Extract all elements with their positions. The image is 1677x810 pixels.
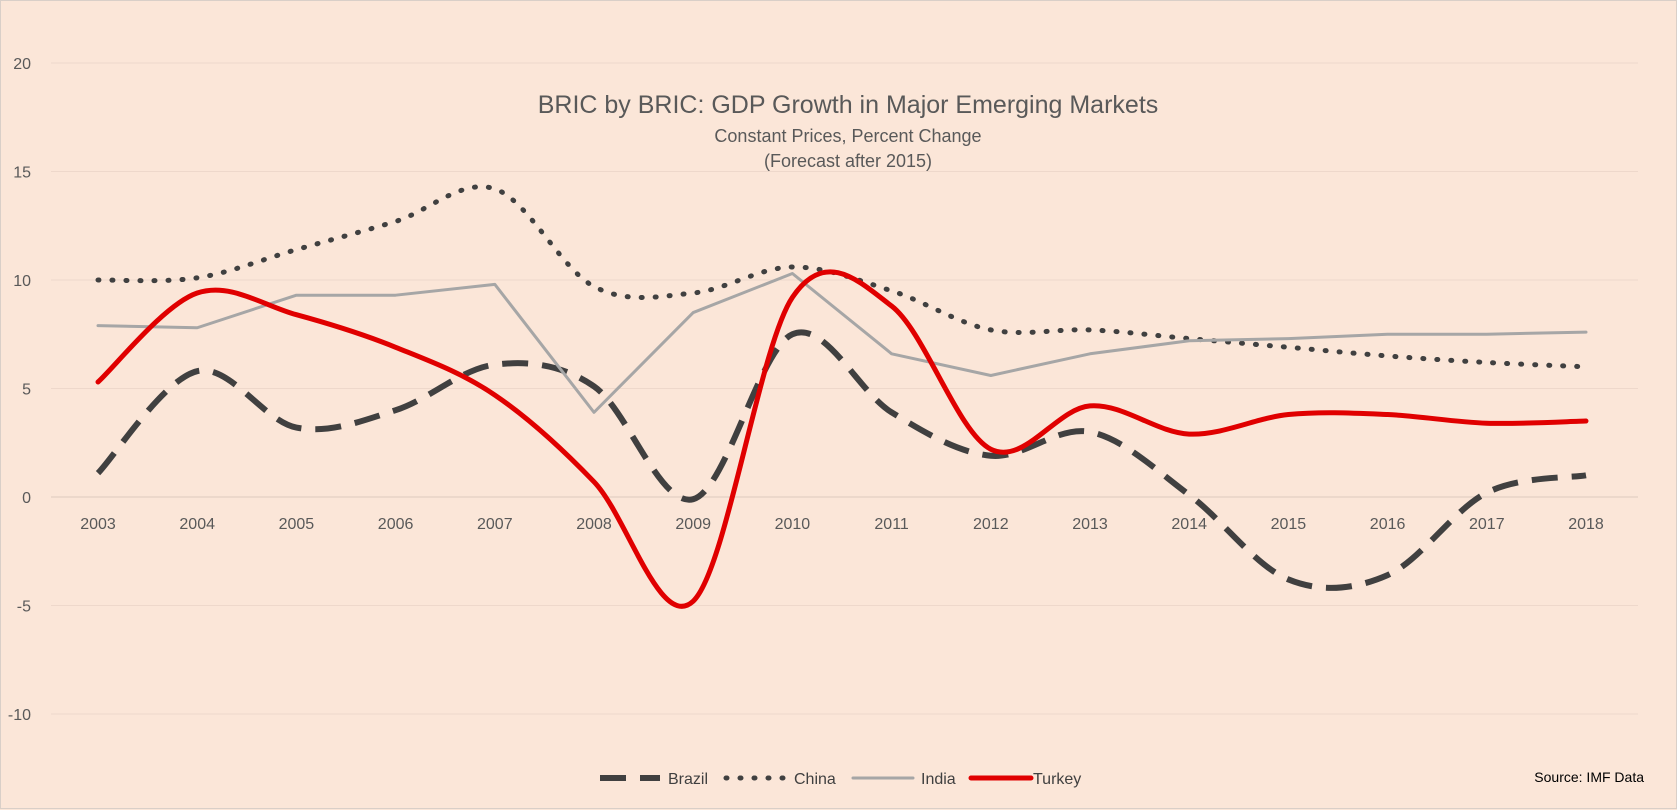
series-line-turkey [95,269,1589,609]
y-tick-label: 10 [13,273,31,290]
legend-label-turkey: Turkey [1033,771,1081,788]
legend-label-brazil: Brazil [668,771,708,788]
x-tick-label: 2015 [1271,516,1307,533]
x-tick-label: 2014 [1171,516,1207,533]
x-tick-label: 2008 [576,516,612,533]
series-lines [95,184,1589,609]
y-tick-label: -10 [8,707,31,724]
legend-label-china: China [794,771,836,788]
x-tick-label: 2013 [1072,516,1108,533]
x-tick-label: 2010 [775,516,811,533]
x-tick-label: 2009 [675,516,711,533]
chart-subtitle-line-1: Constant Prices, Percent Change [714,126,981,146]
x-tick-label: 2003 [80,516,116,533]
series-line-china [95,184,1589,370]
legend: Brazil China India Turkey [600,771,1081,788]
source-note: Source: IMF Data [1534,769,1644,785]
x-tick-label: 2006 [378,516,414,533]
x-tick-label: 2017 [1469,516,1505,533]
chart-title: BRIC by BRIC: GDP Growth in Major Emergi… [538,91,1159,119]
x-tick-label: 2012 [973,516,1009,533]
gridlines [51,62,1638,715]
y-tick-label: 5 [22,382,31,399]
x-tick-label: 2018 [1568,516,1604,533]
x-tick-label: 2016 [1370,516,1406,533]
y-tick-label: 0 [22,490,31,507]
series-line-india [96,271,1588,414]
y-tick-label: 15 [13,165,31,182]
series-line-brazil [95,329,1587,591]
x-tick-label: 2005 [279,516,315,533]
x-tick-label: 2011 [874,516,909,533]
y-tick-label: -5 [17,599,31,616]
x-axis-ticks: 2003 2004 2005 2006 2007 2008 2009 2010 2011 2012… [80,516,1604,533]
x-tick-label: 2004 [179,516,215,533]
y-axis-ticks: 20 15 10 5 0 -5 -10 [8,56,31,724]
chart-subtitle-line-2: (Forecast after 2015) [764,151,932,171]
legend-label-india: India [921,771,956,788]
y-tick-label: 20 [13,56,31,73]
x-tick-label: 2007 [477,516,513,533]
